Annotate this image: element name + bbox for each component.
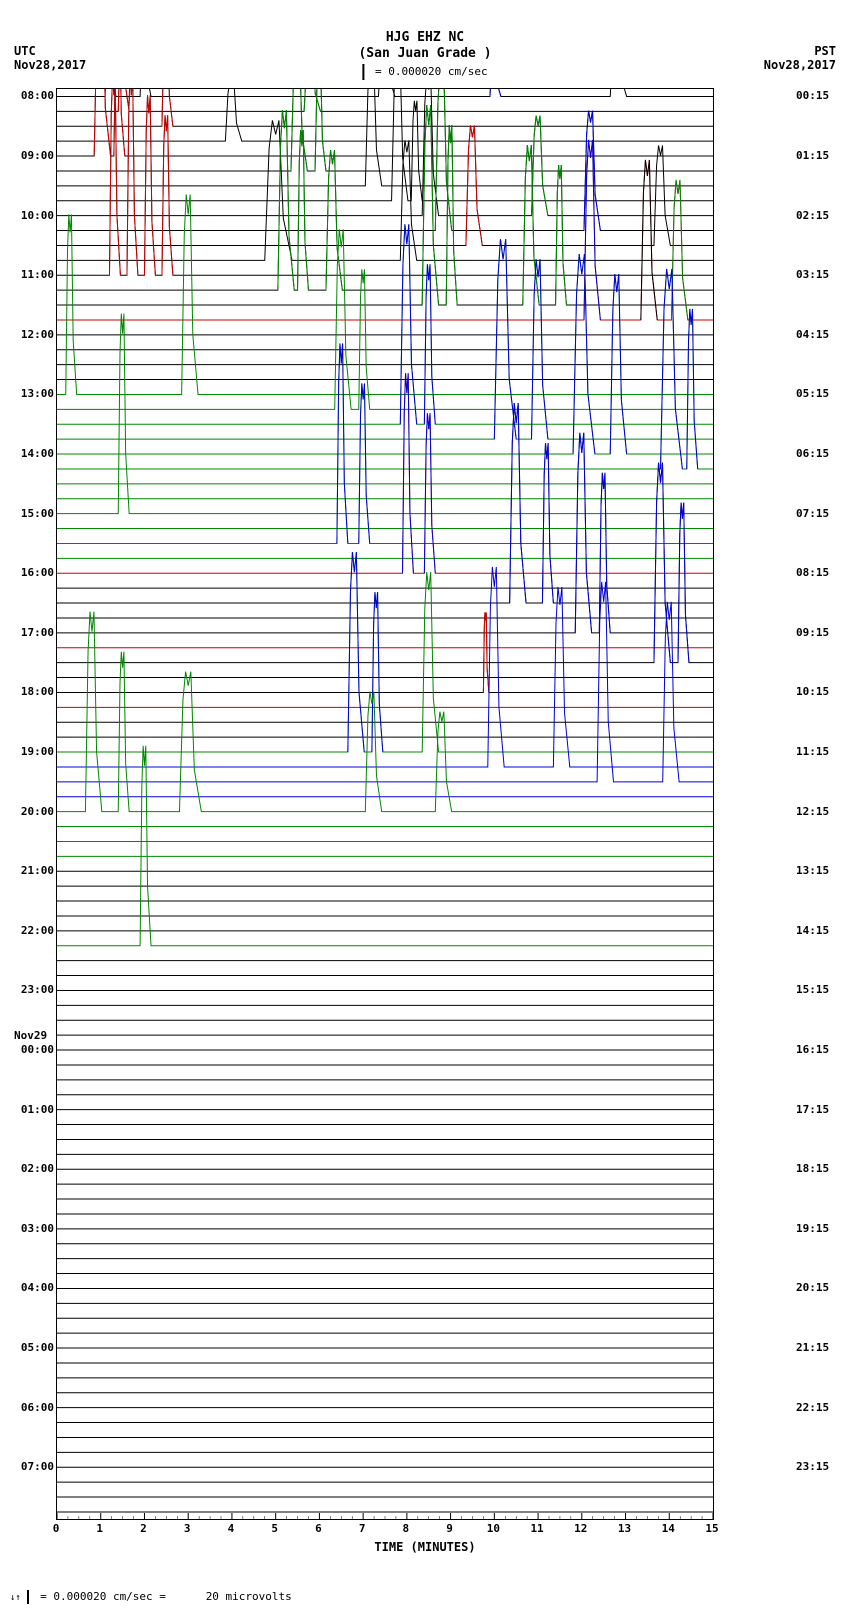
left-date-label: Nov28,2017 <box>14 58 86 72</box>
left-hour-label: 05:00 <box>21 1341 54 1354</box>
right-hour-label: 01:15 <box>796 149 829 162</box>
right-hour-label: 05:15 <box>796 387 829 400</box>
plot-area <box>56 88 714 1520</box>
scale-bar-icon <box>362 64 364 80</box>
right-hour-label: 10:15 <box>796 685 829 698</box>
left-hour-label: 17:00 <box>21 626 54 639</box>
left-hour-label: 02:00 <box>21 1162 54 1175</box>
left-hour-label: 12:00 <box>21 328 54 341</box>
scale-text: = 0.000020 cm/sec <box>375 65 488 78</box>
day-break-label: Nov29 <box>14 1029 47 1042</box>
right-hour-label: 15:15 <box>796 983 829 996</box>
right-hour-label: 20:15 <box>796 1281 829 1294</box>
left-hour-label: 15:00 <box>21 507 54 520</box>
left-hour-label: 11:00 <box>21 268 54 281</box>
left-hour-label: 22:00 <box>21 924 54 937</box>
right-tz-label: PST <box>764 44 836 58</box>
right-hour-label: 06:15 <box>796 447 829 460</box>
left-hour-label: 10:00 <box>21 209 54 222</box>
title-line2: (San Juan Grade ) <box>358 46 491 62</box>
x-tick-label: 9 <box>446 1522 453 1535</box>
right-hour-label: 09:15 <box>796 626 829 639</box>
right-hour-label: 13:15 <box>796 864 829 877</box>
x-tick-label: 11 <box>530 1522 543 1535</box>
left-hour-label: 13:00 <box>21 387 54 400</box>
left-timezone-block: UTC Nov28,2017 <box>14 44 86 72</box>
left-hour-label: 06:00 <box>21 1401 54 1414</box>
left-hour-label: 21:00 <box>21 864 54 877</box>
right-hour-label: 07:15 <box>796 507 829 520</box>
left-hour-label: 07:00 <box>21 1460 54 1473</box>
right-hour-label: 17:15 <box>796 1103 829 1116</box>
x-tick-label: 4 <box>228 1522 235 1535</box>
title-line1: HJG EHZ NC <box>358 30 491 46</box>
right-hour-label: 22:15 <box>796 1401 829 1414</box>
x-tick-label: 7 <box>359 1522 366 1535</box>
x-tick-label: 1 <box>96 1522 103 1535</box>
x-tick-label: 15 <box>705 1522 718 1535</box>
right-hour-label: 14:15 <box>796 924 829 937</box>
right-hour-label: 21:15 <box>796 1341 829 1354</box>
left-hour-label: 18:00 <box>21 685 54 698</box>
left-hour-label: 03:00 <box>21 1222 54 1235</box>
scale-indicator: = 0.000020 cm/sec <box>362 64 487 80</box>
right-date-label: Nov28,2017 <box>764 58 836 72</box>
seismogram-svg <box>57 89 713 1519</box>
x-tick-label: 10 <box>487 1522 500 1535</box>
right-hour-label: 03:15 <box>796 268 829 281</box>
x-tick-label: 5 <box>271 1522 278 1535</box>
right-hour-label: 23:15 <box>796 1460 829 1473</box>
footer-scale-text-b: 20 microvolts <box>206 1590 292 1603</box>
footer-scale-bar-icon <box>27 1590 29 1604</box>
footer-scale-text-a: = 0.000020 cm/sec = <box>40 1590 166 1603</box>
x-tick-label: 2 <box>140 1522 147 1535</box>
x-tick-label: 3 <box>184 1522 191 1535</box>
left-tz-label: UTC <box>14 44 86 58</box>
left-hour-label: 08:00 <box>21 89 54 102</box>
right-timezone-block: PST Nov28,2017 <box>764 44 836 72</box>
x-tick-label: 13 <box>618 1522 631 1535</box>
seismogram-container: HJG EHZ NC (San Juan Grade ) = 0.000020 … <box>0 0 850 1613</box>
right-hour-label: 08:15 <box>796 566 829 579</box>
left-hour-label: 00:00 <box>21 1043 54 1056</box>
footer-scale: ↓↑ = 0.000020 cm/sec = 20 microvolts <box>10 1590 292 1604</box>
x-axis-title: TIME (MINUTES) <box>374 1540 475 1554</box>
right-hour-label: 04:15 <box>796 328 829 341</box>
left-hour-label: 01:00 <box>21 1103 54 1116</box>
right-hour-label: 12:15 <box>796 805 829 818</box>
right-hour-label: 16:15 <box>796 1043 829 1056</box>
left-hour-label: 20:00 <box>21 805 54 818</box>
right-hour-label: 18:15 <box>796 1162 829 1175</box>
right-hour-label: 02:15 <box>796 209 829 222</box>
left-hour-label: 09:00 <box>21 149 54 162</box>
x-tick-label: 12 <box>574 1522 587 1535</box>
right-hour-label: 11:15 <box>796 745 829 758</box>
x-tick-label: 6 <box>315 1522 322 1535</box>
title-block: HJG EHZ NC (San Juan Grade ) <box>358 30 491 62</box>
x-tick-label: 0 <box>53 1522 60 1535</box>
right-hour-label: 19:15 <box>796 1222 829 1235</box>
left-hour-label: 19:00 <box>21 745 54 758</box>
right-hour-label: 00:15 <box>796 89 829 102</box>
x-tick-label: 14 <box>662 1522 675 1535</box>
left-hour-label: 23:00 <box>21 983 54 996</box>
left-hour-label: 14:00 <box>21 447 54 460</box>
x-tick-label: 8 <box>403 1522 410 1535</box>
left-hour-label: 16:00 <box>21 566 54 579</box>
left-hour-label: 04:00 <box>21 1281 54 1294</box>
